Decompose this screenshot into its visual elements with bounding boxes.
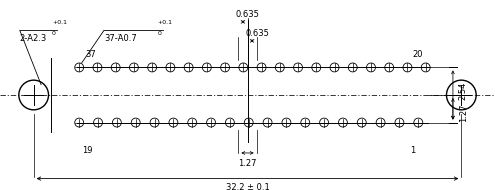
Text: 32.2 ± 0.1: 32.2 ± 0.1 (226, 183, 269, 190)
Text: 0.635: 0.635 (236, 10, 260, 19)
Text: 0.635: 0.635 (245, 29, 269, 38)
Text: 0: 0 (157, 31, 161, 36)
Text: 0: 0 (52, 31, 56, 36)
Text: 19: 19 (82, 146, 92, 155)
Text: 2-Ά2.3: 2-Ά2.3 (20, 34, 47, 43)
Text: 1.27: 1.27 (238, 159, 257, 168)
Text: 2.54: 2.54 (459, 82, 468, 100)
Text: +0.1: +0.1 (157, 20, 172, 25)
Text: 20: 20 (413, 50, 423, 59)
Text: 37: 37 (85, 50, 96, 59)
Text: 1.27: 1.27 (459, 103, 468, 122)
Text: 1: 1 (410, 146, 416, 155)
Text: +0.1: +0.1 (52, 20, 67, 25)
Text: 37-Ά0.7: 37-Ά0.7 (104, 34, 137, 43)
